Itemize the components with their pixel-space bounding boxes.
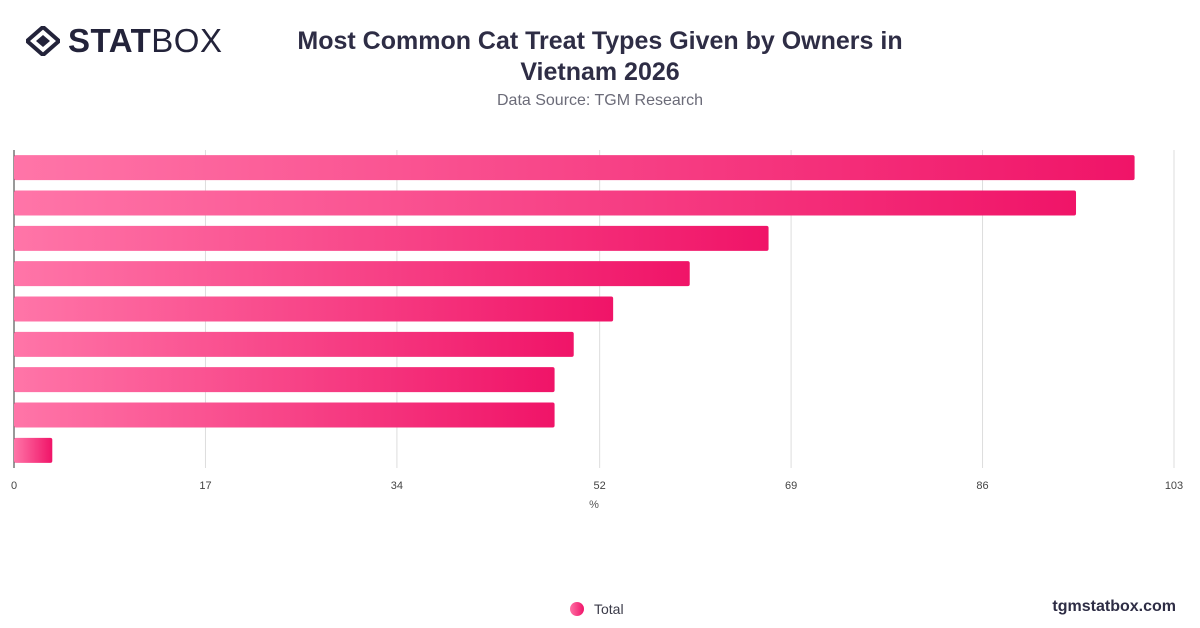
legend-label-total: Total — [594, 601, 624, 617]
chart-title: Most Common Cat Treat Types Given by Own… — [297, 27, 903, 86]
x-tick-label: 69 — [785, 480, 797, 492]
bar[interactable] — [14, 155, 1135, 181]
logo-text: STATBOX — [68, 24, 222, 57]
x-tick-label: 0 — [11, 480, 17, 492]
legend[interactable]: Total — [570, 601, 624, 617]
bar[interactable] — [14, 190, 1077, 216]
legend-marker — [570, 602, 584, 616]
site-url: tgmstatbox.com — [1052, 598, 1176, 615]
logo-text-bold: STAT — [68, 22, 152, 59]
x-tick-label: 86 — [976, 480, 988, 492]
bar[interactable] — [14, 296, 614, 322]
x-tick-label: 52 — [594, 480, 606, 492]
x-axis-ticks: 0 17 34 52 69 86 103 — [11, 480, 1183, 492]
bar[interactable] — [14, 437, 53, 463]
x-tick-label: 103 — [1165, 480, 1183, 492]
bar[interactable] — [14, 402, 555, 428]
statbox-logo: STATBOX — [26, 24, 222, 57]
bar[interactable] — [14, 367, 555, 393]
x-tick-label: 34 — [391, 480, 403, 492]
statbox-diamond-icon — [26, 25, 60, 56]
bar[interactable] — [14, 331, 574, 357]
bars — [14, 155, 1135, 463]
x-tick-label: 17 — [199, 480, 211, 492]
bar[interactable] — [14, 225, 769, 251]
logo-text-light: BOX — [151, 22, 223, 59]
bar[interactable] — [14, 261, 690, 287]
chart-subtitle: Data Source: TGM Research — [496, 92, 703, 109]
x-axis-label: % — [589, 499, 599, 511]
